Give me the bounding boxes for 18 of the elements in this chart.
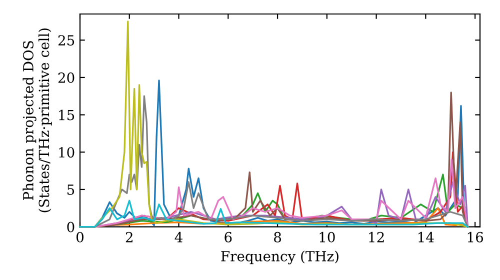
y-tick-label: 0 — [67, 222, 74, 232]
x-tick-label: 12 — [369, 232, 384, 242]
y-tick-label: 10 — [59, 147, 74, 158]
x-tick-label: 6 — [224, 232, 232, 242]
x-axis-title: Frequency (THz) — [221, 250, 338, 264]
x-tick-label: 4 — [174, 232, 182, 242]
x-tick-label: 10 — [320, 232, 335, 242]
x-tick-label: 14 — [418, 232, 434, 242]
y-tick-label: 5 — [67, 184, 74, 195]
y-tick-label: 20 — [58, 72, 74, 83]
line-series — [79, 200, 468, 228]
y-tick-label: 15 — [59, 110, 74, 120]
y-axis-title: Phonon projected DOS (States/THz·primitive cell) — [22, 28, 52, 212]
x-tick-label: 0 — [76, 232, 84, 242]
y-tick-label: 25 — [58, 35, 74, 46]
x-tick-label: 16 — [468, 232, 484, 242]
x-tick-label: 2 — [126, 232, 132, 242]
x-tick-label: 8 — [274, 232, 282, 242]
